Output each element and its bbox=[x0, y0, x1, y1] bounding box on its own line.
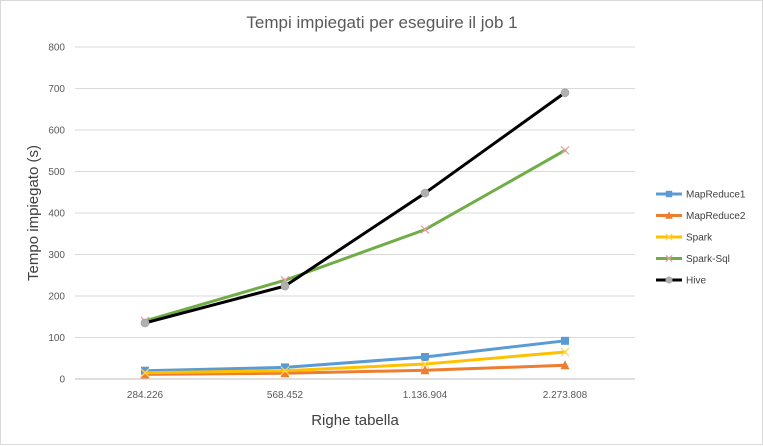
y-tick-label: 100 bbox=[48, 333, 65, 344]
x-tick-label: 2.273.808 bbox=[543, 390, 588, 401]
series-line bbox=[143, 363, 567, 376]
data-point-marker bbox=[420, 359, 430, 369]
x-axis-title: Righe tabella bbox=[311, 412, 399, 429]
legend-label: Spark bbox=[686, 233, 713, 244]
series-spark-sql bbox=[140, 145, 570, 326]
y-tick-label: 700 bbox=[48, 84, 65, 95]
legend-label: MapReduce2 bbox=[686, 211, 746, 222]
data-point-marker bbox=[665, 254, 673, 263]
y-tick-label: 200 bbox=[48, 292, 65, 303]
x-tick-label: 568.452 bbox=[267, 390, 304, 401]
legend-label: MapReduce1 bbox=[686, 190, 746, 201]
series-group bbox=[140, 88, 570, 379]
data-point-marker bbox=[560, 360, 570, 370]
legend: MapReduce1 MapReduce2 Spark Spark-Sql Hive bbox=[656, 190, 746, 287]
chart-title: Tempi impiegati per eseguire il job 1 bbox=[246, 13, 517, 32]
data-point-marker bbox=[665, 190, 673, 198]
series-line bbox=[143, 350, 567, 375]
data-point-marker bbox=[420, 225, 430, 235]
x-tick-label: 284.226 bbox=[127, 390, 164, 401]
gridlines bbox=[75, 46, 635, 380]
y-tick-label: 500 bbox=[48, 167, 65, 178]
y-tick-label: 600 bbox=[48, 126, 65, 137]
legend-label: Spark-Sql bbox=[686, 254, 730, 265]
data-point-marker bbox=[560, 145, 570, 155]
y-tick-label: 0 bbox=[59, 375, 65, 386]
data-point-marker bbox=[421, 353, 429, 362]
series-line bbox=[143, 148, 567, 323]
y-tick-label: 400 bbox=[48, 209, 65, 220]
series-hive bbox=[140, 88, 570, 328]
y-axis-ticks: 0 100 200 300 400 500 600 700 800 bbox=[48, 43, 65, 386]
data-point-marker bbox=[420, 188, 430, 198]
legend-entry: MapReduce2 bbox=[656, 211, 746, 222]
legend-entry: MapReduce1 bbox=[656, 190, 746, 201]
legend-label: Hive bbox=[686, 276, 706, 287]
data-point-marker bbox=[280, 281, 290, 291]
data-point-marker bbox=[140, 318, 150, 328]
data-point-marker bbox=[420, 365, 430, 375]
data-point-marker bbox=[560, 347, 570, 357]
series-spark bbox=[140, 347, 570, 378]
series-line bbox=[143, 91, 567, 325]
data-point-marker bbox=[665, 276, 673, 284]
y-tick-label: 800 bbox=[48, 43, 65, 54]
y-axis-title: Tempo impiegato (s) bbox=[25, 145, 42, 281]
legend-entry: Spark bbox=[656, 233, 713, 244]
data-point-marker bbox=[560, 88, 570, 97]
data-point-marker bbox=[140, 368, 150, 378]
legend-entry: Spark-Sql bbox=[656, 254, 730, 265]
x-axis-ticks: 284.226 568.452 1.136.904 2.273.808 bbox=[127, 390, 588, 401]
legend-entry: Hive bbox=[656, 276, 706, 287]
data-point-marker bbox=[561, 336, 569, 345]
x-tick-label: 1.136.904 bbox=[403, 390, 448, 401]
series-line bbox=[143, 339, 567, 373]
data-point-marker bbox=[665, 233, 673, 241]
data-point-marker bbox=[665, 211, 673, 219]
data-point-marker bbox=[281, 363, 289, 372]
data-point-marker bbox=[280, 368, 290, 378]
data-point-marker bbox=[280, 366, 290, 376]
y-tick-label: 300 bbox=[48, 250, 65, 261]
